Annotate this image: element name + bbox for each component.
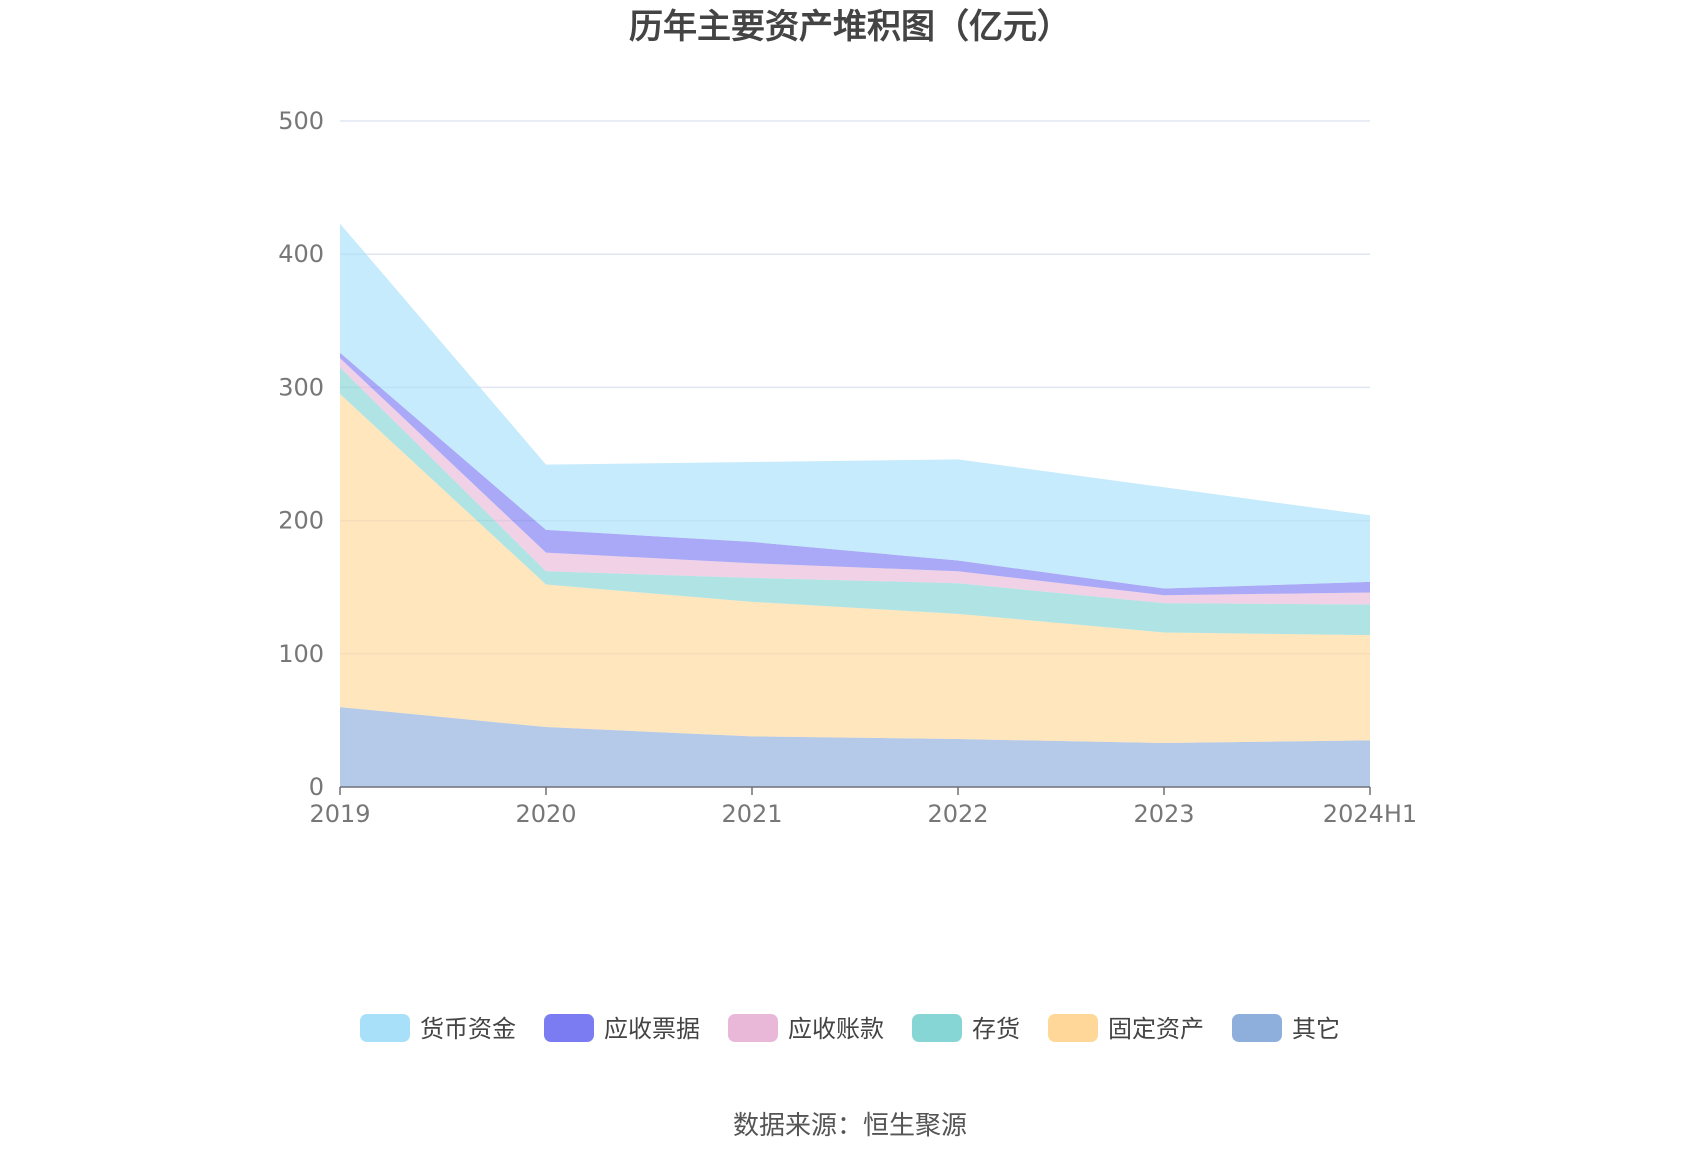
legend-label: 存货 bbox=[972, 1015, 1020, 1043]
area-其它 bbox=[340, 707, 1370, 787]
y-tick-label: 400 bbox=[278, 240, 324, 268]
legend-item-存货[interactable]: 存货 bbox=[912, 1014, 1020, 1043]
legend-label: 应收票据 bbox=[604, 1015, 700, 1043]
area-货币资金 bbox=[340, 223, 1370, 589]
data-source: 数据来源：恒生聚源 bbox=[733, 1111, 967, 1141]
x-tick-label: 2022 bbox=[927, 800, 988, 828]
y-tick-label: 0 bbox=[309, 773, 324, 801]
legend-label: 货币资金 bbox=[420, 1015, 516, 1043]
legend-label: 固定资产 bbox=[1108, 1015, 1204, 1043]
legend-swatch bbox=[1232, 1014, 1282, 1042]
x-tick-label: 2023 bbox=[1133, 800, 1194, 828]
legend-item-其它[interactable]: 其它 bbox=[1232, 1014, 1340, 1043]
legend-item-货币资金[interactable]: 货币资金 bbox=[360, 1014, 516, 1043]
x-tick-label: 2020 bbox=[515, 800, 576, 828]
area-存货 bbox=[340, 367, 1370, 636]
legend-swatch bbox=[1048, 1014, 1098, 1042]
y-tick-label: 500 bbox=[278, 107, 324, 135]
x-tick-label: 2019 bbox=[309, 800, 370, 828]
legend-item-应收账款[interactable]: 应收账款 bbox=[728, 1014, 884, 1043]
legend-swatch bbox=[728, 1014, 778, 1042]
y-tick-label: 300 bbox=[278, 373, 324, 401]
legend-item-固定资产[interactable]: 固定资产 bbox=[1048, 1014, 1204, 1043]
area-应收票据 bbox=[340, 352, 1370, 596]
chart-title: 历年主要资产堆积图（亿元） bbox=[629, 7, 1071, 47]
area-series-layer bbox=[340, 223, 1370, 787]
y-tick-label: 200 bbox=[278, 507, 324, 535]
legend-label: 应收账款 bbox=[788, 1015, 884, 1043]
legend-item-应收票据[interactable]: 应收票据 bbox=[544, 1014, 700, 1043]
legend-swatch bbox=[912, 1014, 962, 1042]
area-固定资产 bbox=[340, 394, 1370, 744]
legend-swatch bbox=[360, 1014, 410, 1042]
legend: 货币资金 应收票据 应收账款 存货 固定资产 其它 bbox=[360, 1014, 1340, 1043]
y-tick-label: 100 bbox=[278, 640, 324, 668]
x-tick-label: 2024H1 bbox=[1323, 800, 1417, 828]
x-tick-label: 2021 bbox=[721, 800, 782, 828]
legend-swatch bbox=[544, 1014, 594, 1042]
axes: 0 100 200 300 400 500 2019 2020 2021 2022 2023 2024… bbox=[278, 107, 1417, 828]
legend-label: 其它 bbox=[1292, 1015, 1340, 1043]
